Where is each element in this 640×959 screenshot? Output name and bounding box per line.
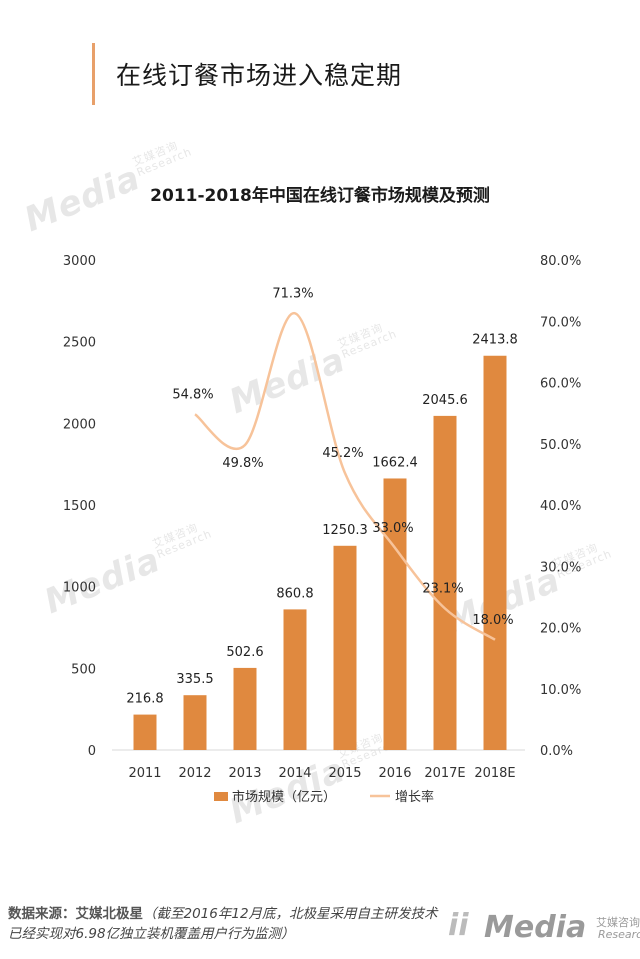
source-label: 数据来源：艾媒北极星 [8, 906, 143, 922]
bar [283, 609, 307, 750]
bar-data-label: 2413.8 [472, 333, 518, 348]
footer: 数据来源：艾媒北极星（截至2016年12月底，北极星采用自主研发技术已经实现对6… [0, 892, 640, 959]
x-tick-label: 2013 [228, 766, 261, 781]
y-right-tick-label: 10.0% [540, 683, 581, 698]
page-title: 在线订餐市场进入稳定期 [116, 61, 403, 90]
x-tick-label: 2016 [378, 766, 411, 781]
growth-rate-line [194, 312, 496, 641]
bar-data-label: 216.8 [126, 692, 163, 707]
y-right-tick-label: 20.0% [540, 622, 581, 637]
legend-line-label: 增长率 [395, 789, 434, 805]
y-right-tick-label: 0.0% [540, 744, 573, 759]
line-data-label: 18.0% [472, 613, 513, 628]
chart-title: 2011-2018年中国在线订餐市场规模及预测 [150, 185, 490, 206]
source-text: 数据来源：艾媒北极星（截至2016年12月底，北极星采用自主研发技术已经实现对6… [8, 904, 438, 944]
x-tick-label: 2011 [128, 766, 161, 781]
y-right-tick-label: 60.0% [540, 377, 581, 392]
y-right-tick-label: 80.0% [540, 254, 581, 269]
y-right-tick-label: 50.0% [540, 438, 581, 453]
legend-bar-swatch [214, 792, 228, 801]
header: 在线订餐市场进入稳定期 [0, 0, 640, 120]
y-left-tick-label: 1000 [63, 581, 96, 596]
y-left-tick-label: 2000 [63, 417, 96, 432]
x-tick-label: 2015 [328, 766, 361, 781]
x-tick-label: 2014 [278, 766, 311, 781]
y-right-tick-label: 30.0% [540, 560, 581, 575]
bar-data-label: 502.6 [226, 645, 263, 660]
y-left-tick-label: 500 [71, 662, 96, 677]
y-left-tick-label: 1500 [63, 499, 96, 514]
chart: 2011-2018年中国在线订餐市场规模及预测 0 500 1000 1500 2000… [63, 185, 581, 805]
bar-data-label: 2045.6 [422, 393, 468, 408]
y-left-tick-label: 2500 [63, 336, 96, 351]
y-right-tick-label: 40.0% [540, 499, 581, 514]
line-data-label: 45.2% [322, 446, 363, 461]
line-data-label: 71.3% [272, 286, 313, 301]
line-data-label: 33.0% [372, 521, 413, 536]
line-data-label: 49.8% [222, 456, 263, 471]
logo-text: Media [484, 910, 587, 945]
logo-mark: ii [448, 908, 469, 943]
y-right-tick-label: 70.0% [540, 315, 581, 330]
legend-bar-label: 市场规模（亿元） [232, 789, 336, 805]
bar-data-label: 335.5 [176, 672, 213, 687]
bar [383, 478, 407, 750]
x-tick-label: 2017E [424, 766, 465, 781]
y-left-tick-label: 0 [88, 744, 96, 759]
bar [433, 415, 457, 750]
bar-data-label: 1662.4 [372, 455, 418, 470]
bar [183, 695, 207, 750]
bar-data-label: 860.8 [276, 586, 313, 601]
source-note: （截至2016年12月底，北极星采用自主研发技术已经实现对6.98亿独立装机覆盖… [8, 906, 438, 942]
logo-cn: 艾媒咨询 [596, 916, 640, 929]
x-tick-label: 2018E [474, 766, 515, 781]
bar [233, 667, 257, 750]
y-left-tick-label: 3000 [63, 254, 96, 269]
bar [133, 714, 157, 750]
logo-en: Research [598, 928, 640, 941]
bar [483, 355, 507, 750]
x-tick-label: 2012 [178, 766, 211, 781]
title-accent-bar [92, 43, 95, 105]
line-data-label: 54.8% [172, 387, 213, 402]
line-data-label: 23.1% [422, 582, 463, 597]
bar-data-label: 1250.3 [322, 523, 368, 538]
bar [333, 545, 357, 750]
